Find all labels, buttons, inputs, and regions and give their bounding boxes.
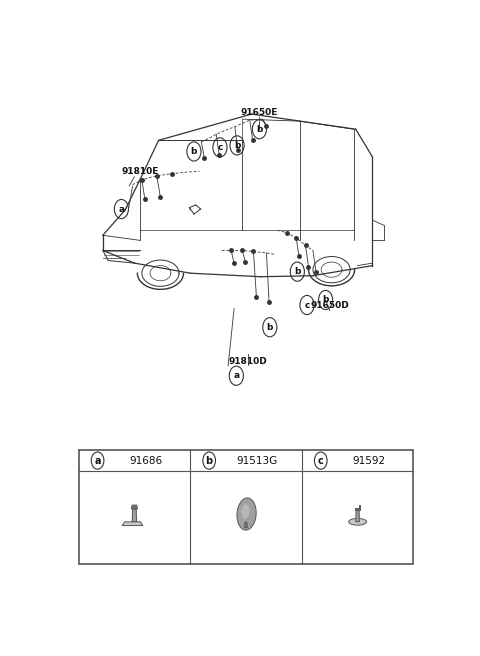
Text: 91810E: 91810E xyxy=(121,167,159,176)
Text: c: c xyxy=(318,455,324,466)
Polygon shape xyxy=(245,522,247,527)
Polygon shape xyxy=(122,522,143,525)
Text: 91810D: 91810D xyxy=(228,357,267,365)
Ellipse shape xyxy=(241,504,250,519)
Text: c: c xyxy=(304,300,310,310)
Text: b: b xyxy=(323,295,329,304)
Ellipse shape xyxy=(348,518,367,525)
Polygon shape xyxy=(131,505,138,509)
Text: 91513G: 91513G xyxy=(237,455,278,466)
Polygon shape xyxy=(132,509,137,522)
Text: 91592: 91592 xyxy=(352,455,385,466)
Text: a: a xyxy=(118,205,124,214)
Text: b: b xyxy=(191,147,197,156)
Text: a: a xyxy=(233,371,240,380)
Polygon shape xyxy=(356,510,360,522)
Text: 91686: 91686 xyxy=(129,455,162,466)
Text: 91650E: 91650E xyxy=(240,108,278,117)
Text: c: c xyxy=(217,143,223,152)
Text: 91650D: 91650D xyxy=(311,301,349,310)
Text: b: b xyxy=(234,141,240,150)
Ellipse shape xyxy=(237,498,256,530)
Text: b: b xyxy=(294,267,300,276)
Text: b: b xyxy=(266,323,273,332)
Text: b: b xyxy=(205,455,213,466)
Text: a: a xyxy=(95,455,101,466)
Text: b: b xyxy=(256,125,263,134)
Polygon shape xyxy=(355,505,360,510)
